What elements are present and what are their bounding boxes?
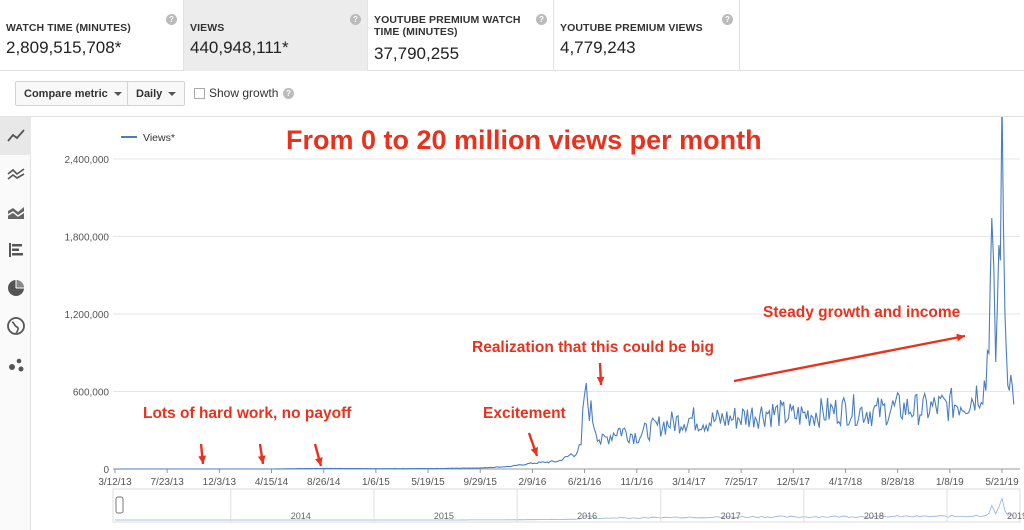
x-tick-label: 12/5/17 bbox=[777, 477, 811, 488]
x-tick-label: 2/9/16 bbox=[519, 477, 547, 488]
chevron-down-icon bbox=[113, 92, 122, 97]
chevron-down-icon bbox=[168, 92, 177, 97]
x-tick-label: 4/15/14 bbox=[255, 477, 289, 488]
y-tick-label: 1,200,000 bbox=[65, 310, 110, 321]
metric-value: 2,809,515,708* bbox=[6, 38, 122, 57]
overview-year-label: 2017 bbox=[721, 511, 741, 521]
x-tick-label: 8/26/14 bbox=[307, 477, 341, 488]
metric-label: WATCH TIME (MINUTES) bbox=[6, 22, 131, 34]
overview-year-label: 2015 bbox=[434, 511, 454, 521]
metric-label: VIEWS bbox=[190, 22, 225, 34]
help-icon[interactable]: ? bbox=[536, 14, 547, 25]
chart-type-sidebar bbox=[0, 117, 31, 530]
metric-tab-premium-watch-time[interactable]: YOUTUBE PREMIUM WATCH TIME (MINUTES) 37,… bbox=[368, 0, 554, 71]
line-chart-icon bbox=[6, 129, 25, 142]
arrow-hard-work-1-head bbox=[198, 455, 207, 464]
metric-label: YOUTUBE PREMIUM VIEWS bbox=[560, 22, 703, 34]
metric-tab-watch-time[interactable]: WATCH TIME (MINUTES) 2,809,515,708* ? bbox=[0, 0, 184, 71]
x-tick-label: 1/8/19 bbox=[936, 477, 964, 488]
x-tick-label: 11/1/16 bbox=[620, 477, 653, 488]
chart-controls: Compare metric Daily Show growth ? bbox=[0, 71, 1024, 117]
compare-metric-label: Compare metric bbox=[24, 88, 108, 100]
metric-value: 440,948,111* bbox=[190, 38, 289, 57]
arrow-steady-growth bbox=[733, 334, 966, 383]
overview-year-label: 2016 bbox=[577, 511, 597, 521]
help-icon[interactable]: ? bbox=[283, 88, 294, 99]
pie-chart-icon bbox=[7, 280, 24, 296]
annotation-hard-work: Lots of hard work, no payoff bbox=[143, 405, 352, 422]
annotation-realization: Realization that this could be big bbox=[472, 339, 714, 356]
arrow-hard-work-2-head bbox=[257, 455, 266, 464]
bubble-chart-button[interactable] bbox=[0, 345, 31, 383]
legend-label: Views* bbox=[143, 132, 175, 144]
x-tick-label: 6/21/16 bbox=[568, 477, 602, 488]
views-line-chart[interactable]: 0 600,000 1,200,000 1,800,000 2,400,000 3/12/… bbox=[31, 117, 1024, 530]
interval-dropdown[interactable]: Daily bbox=[127, 81, 186, 106]
x-tick-label: 5/21/19 bbox=[985, 477, 1019, 488]
x-tick-label: 7/23/13 bbox=[150, 477, 184, 488]
metric-tab-views[interactable]: VIEWS 440,948,111* ? bbox=[184, 0, 368, 71]
annotation-steady-growth: Steady growth and income bbox=[763, 304, 961, 321]
metric-label: YOUTUBE PREMIUM WATCH TIME (MINUTES) bbox=[374, 14, 521, 38]
overview-line bbox=[115, 496, 1015, 521]
y-tick-label: 600,000 bbox=[73, 388, 110, 399]
y-tick-label: 1,800,000 bbox=[65, 233, 110, 244]
x-tick-label: 5/19/15 bbox=[411, 477, 445, 488]
globe-map-icon bbox=[6, 317, 25, 335]
bar-chart-button[interactable] bbox=[0, 231, 31, 269]
help-icon[interactable]: ? bbox=[722, 14, 733, 25]
map-chart-button[interactable] bbox=[0, 307, 31, 345]
line-chart-button[interactable] bbox=[0, 117, 31, 155]
metric-value: 37,790,255 bbox=[374, 44, 460, 63]
y-tick-label: 2,400,000 bbox=[65, 155, 110, 166]
arrow-hard-work-3-head bbox=[315, 457, 323, 466]
stacked-area-chart-button[interactable] bbox=[0, 193, 31, 231]
overview-year-label: 2018 bbox=[864, 511, 884, 521]
stacked-area-chart-icon bbox=[7, 207, 24, 219]
arrow-excitement-head bbox=[530, 447, 539, 456]
overview-range bbox=[112, 488, 1021, 523]
x-tick-label: 8/28/18 bbox=[881, 477, 915, 488]
x-tick-label: 7/25/17 bbox=[724, 477, 758, 488]
annotation-excitement: Excitement bbox=[483, 405, 566, 422]
x-tick-label: 12/3/13 bbox=[203, 477, 237, 488]
x-tick-label: 3/12/13 bbox=[98, 477, 132, 488]
x-tick-label: 1/6/15 bbox=[362, 477, 390, 488]
series-line-views bbox=[115, 117, 1015, 470]
show-growth-label[interactable]: Show growth bbox=[209, 86, 279, 100]
bubble-chart-icon bbox=[8, 358, 23, 372]
pie-chart-button[interactable] bbox=[0, 269, 31, 307]
show-growth-checkbox[interactable] bbox=[194, 88, 205, 99]
help-icon[interactable]: ? bbox=[350, 14, 361, 25]
y-tick-label: 0 bbox=[103, 465, 109, 476]
x-tick-label: 4/17/18 bbox=[829, 477, 863, 488]
metric-tab-premium-views[interactable]: YOUTUBE PREMIUM VIEWS 4,779,243 ? bbox=[554, 0, 740, 71]
overview-year-label: 2014 bbox=[291, 511, 311, 521]
arrow-realization-head bbox=[596, 376, 605, 385]
overview-drag-handle[interactable] bbox=[115, 496, 124, 514]
arrow-steady-growth-head bbox=[956, 333, 965, 342]
compare-metric-dropdown[interactable]: Compare metric bbox=[15, 81, 131, 106]
overview-year-label: 2019 bbox=[1007, 511, 1024, 521]
interval-label: Daily bbox=[136, 88, 163, 100]
metric-tabs: WATCH TIME (MINUTES) 2,809,515,708* ? VI… bbox=[0, 0, 1024, 71]
multi-line-chart-button[interactable] bbox=[0, 155, 31, 193]
annotation-headline: From 0 to 20 million views per month bbox=[286, 125, 762, 155]
metric-value: 4,779,243 bbox=[560, 38, 636, 57]
bar-chart-icon bbox=[8, 243, 23, 257]
multi-line-chart-icon bbox=[7, 168, 24, 180]
help-icon[interactable]: ? bbox=[166, 14, 177, 25]
x-tick-label: 3/14/17 bbox=[672, 477, 706, 488]
x-tick-label: 9/29/15 bbox=[464, 477, 498, 488]
